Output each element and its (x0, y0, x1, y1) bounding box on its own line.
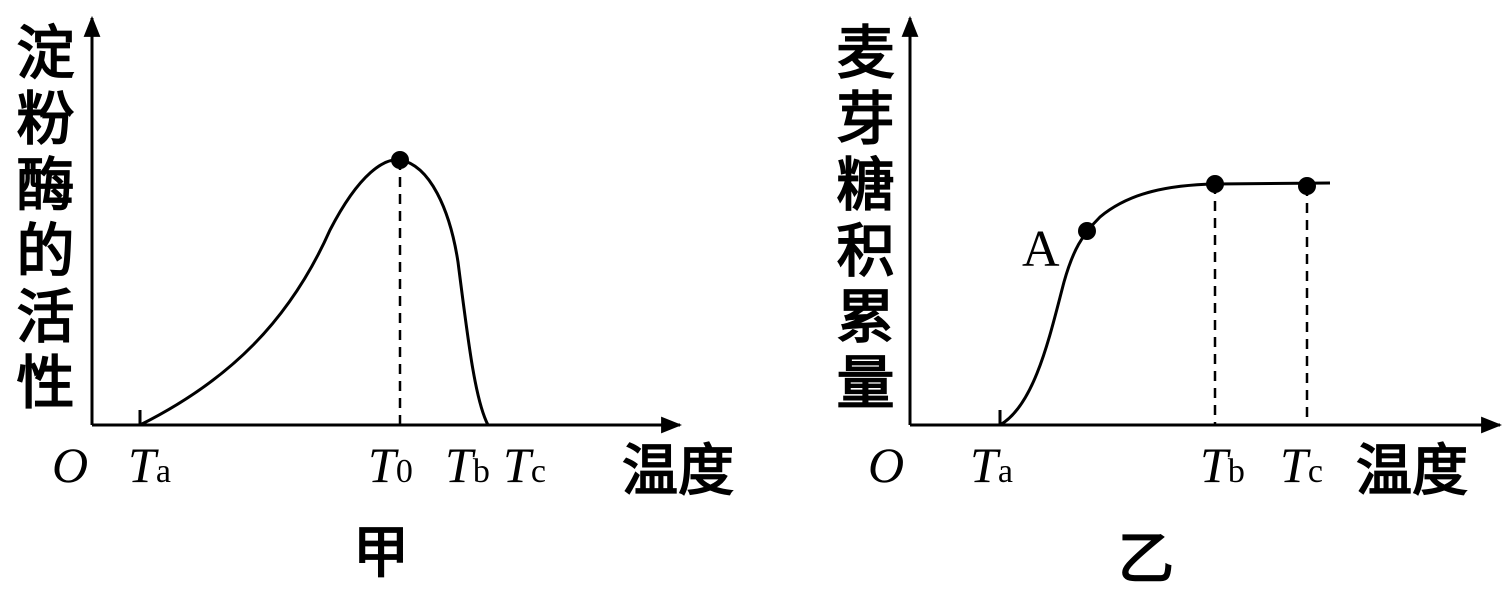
tick-main: T (1280, 437, 1311, 493)
tick-sub: a (998, 453, 1013, 490)
activity-curve (139, 158, 490, 427)
peak-point (391, 151, 409, 169)
panel-left: 淀粉酶的活性 O Ta T0 Tb Tc 温度 甲 (8, 15, 734, 585)
tick-label: T0 (368, 437, 413, 493)
tick-sub: a (156, 453, 171, 490)
y-axis-label: 淀粉酶的活性 (8, 22, 75, 418)
tick-main: T (128, 437, 159, 493)
tick-main: T (503, 437, 534, 493)
tick-label: Tb (1200, 437, 1245, 493)
tick-label: Tc (503, 437, 546, 493)
tick-label: Tb (445, 437, 490, 493)
caption: 甲 (353, 523, 409, 585)
tick-sub: b (473, 453, 490, 490)
tick-label: Tc (1280, 437, 1323, 493)
y-axis-label: 麦芽糖积累量 (828, 22, 895, 418)
tick-sub: c (1308, 453, 1323, 490)
origin-label: O (52, 437, 88, 493)
tick-main: T (970, 437, 1001, 493)
point-label: A (1022, 221, 1060, 278)
panel-right: 麦芽糖积累量 A O Ta Tb Tc 温度 乙 (828, 15, 1503, 591)
tick-sub: c (531, 453, 546, 490)
tick-main: T (445, 437, 476, 493)
tick-label: Ta (970, 437, 1013, 493)
tick-main: T (368, 437, 399, 493)
caption: 乙 (1118, 529, 1174, 591)
tick-sub: 0 (396, 453, 413, 490)
tick-sub: b (1228, 453, 1245, 490)
tick-label: Ta (128, 437, 171, 493)
point-a (1078, 222, 1096, 240)
origin-label: O (868, 437, 904, 493)
x-axis-label: 温度 (622, 441, 734, 503)
accumulation-curve (999, 181, 1331, 427)
x-axis-label: 温度 (1356, 441, 1468, 503)
point-b (1206, 175, 1224, 193)
point-c (1298, 177, 1316, 195)
tick-main: T (1200, 437, 1231, 493)
